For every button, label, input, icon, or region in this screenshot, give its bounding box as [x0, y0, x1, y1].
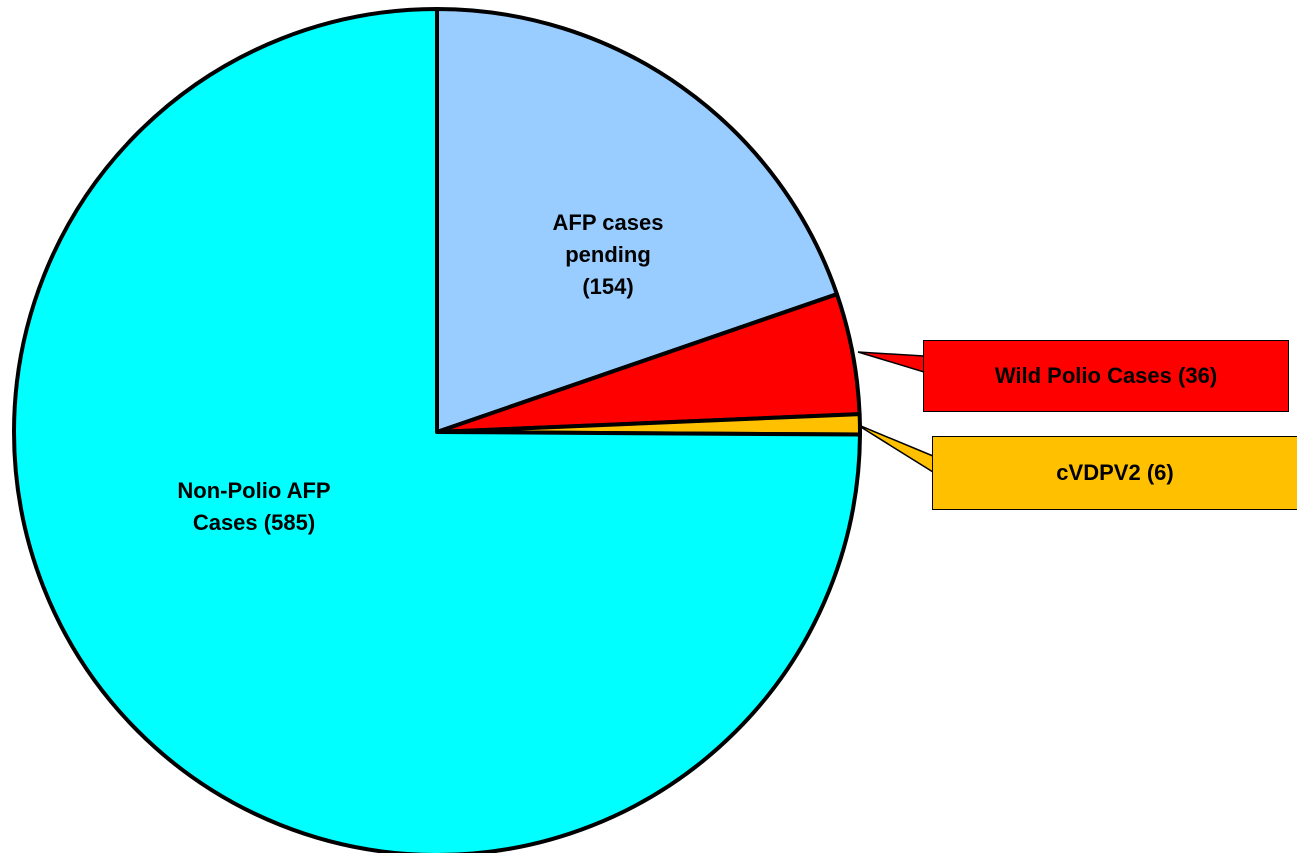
callout-pointer	[855, 423, 934, 474]
value-label: (585)	[263, 510, 316, 535]
value-label: (36)	[1178, 363, 1218, 388]
category-name: Non-Polio AFP Cases	[177, 478, 331, 535]
label-text: Wild Polio Cases (36)	[995, 363, 1217, 389]
slices	[12, 7, 862, 853]
pie-slice	[12, 7, 862, 853]
value-label: (6)	[1146, 460, 1174, 485]
callout-pointer	[857, 351, 925, 374]
callout-label: Wild Polio Cases (36)	[923, 340, 1289, 412]
category-name: AFP cases pending	[552, 210, 664, 267]
label-text: AFP cases pending (154)	[553, 210, 664, 299]
label-text: Non-Polio AFP Cases (585)	[177, 478, 330, 535]
slice-label: AFP cases pending (154)	[538, 207, 678, 303]
label-text: cVDPV2 (6)	[1056, 460, 1173, 486]
category-name: cVDPV2	[1056, 460, 1141, 485]
category-name: Wild Polio Cases	[994, 363, 1172, 388]
value-label: (154)	[582, 274, 634, 299]
slice-label: Non-Polio AFP Cases (585)	[164, 475, 344, 539]
callout-label: cVDPV2 (6)	[932, 436, 1297, 510]
pie-slice	[435, 7, 839, 434]
